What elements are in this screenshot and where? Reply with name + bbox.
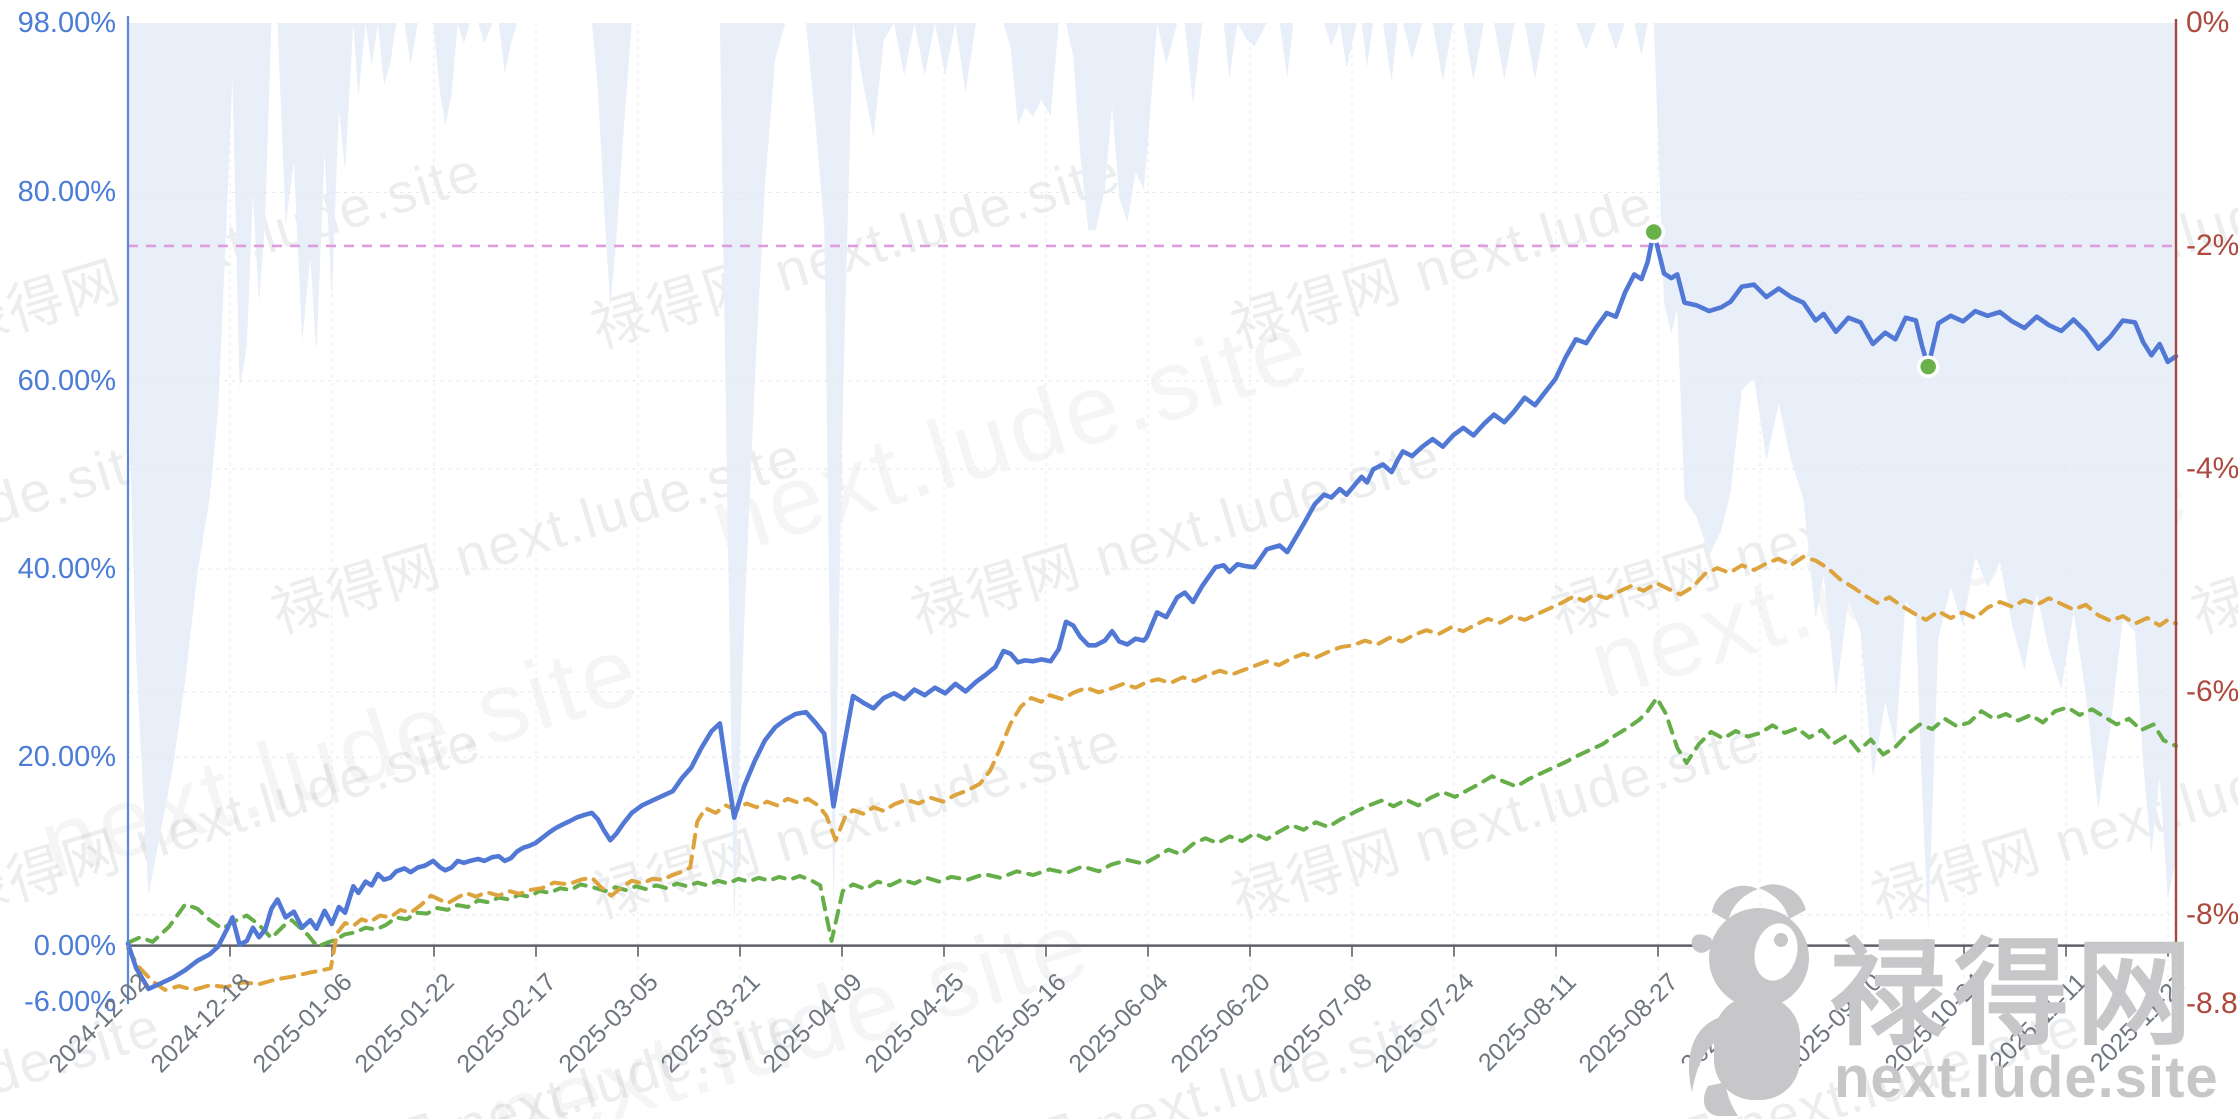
y-right-label: -6% (2186, 674, 2238, 708)
y-right-label: -8.8% (2186, 987, 2238, 1020)
y-left-label: 60.00% (17, 364, 116, 397)
drawdown-area (128, 23, 2176, 930)
y-right-label: -2% (2186, 228, 2238, 262)
fund-line (125, 229, 2179, 992)
y-left-label: 0.00% (33, 929, 116, 962)
y-right-label: -4% (2186, 451, 2238, 485)
benchmark2-line (126, 696, 2178, 949)
gridlines (128, 23, 2176, 1004)
y-right-label: -8% (2186, 897, 2238, 931)
y-left-label: 98.00% (17, 7, 116, 39)
y-right-label: 0% (2186, 6, 2230, 39)
y-left-label: -6.00% (24, 986, 116, 1019)
event-marker-dot (1916, 355, 1940, 378)
y-left-label: 80.00% (17, 176, 116, 209)
benchmark1-line (126, 554, 2178, 992)
y-left-label: 40.00% (17, 553, 116, 586)
x-tick-marks (127, 945, 2169, 957)
y-left-label: 20.00% (17, 741, 116, 774)
event-marker-dot (1642, 220, 1666, 244)
